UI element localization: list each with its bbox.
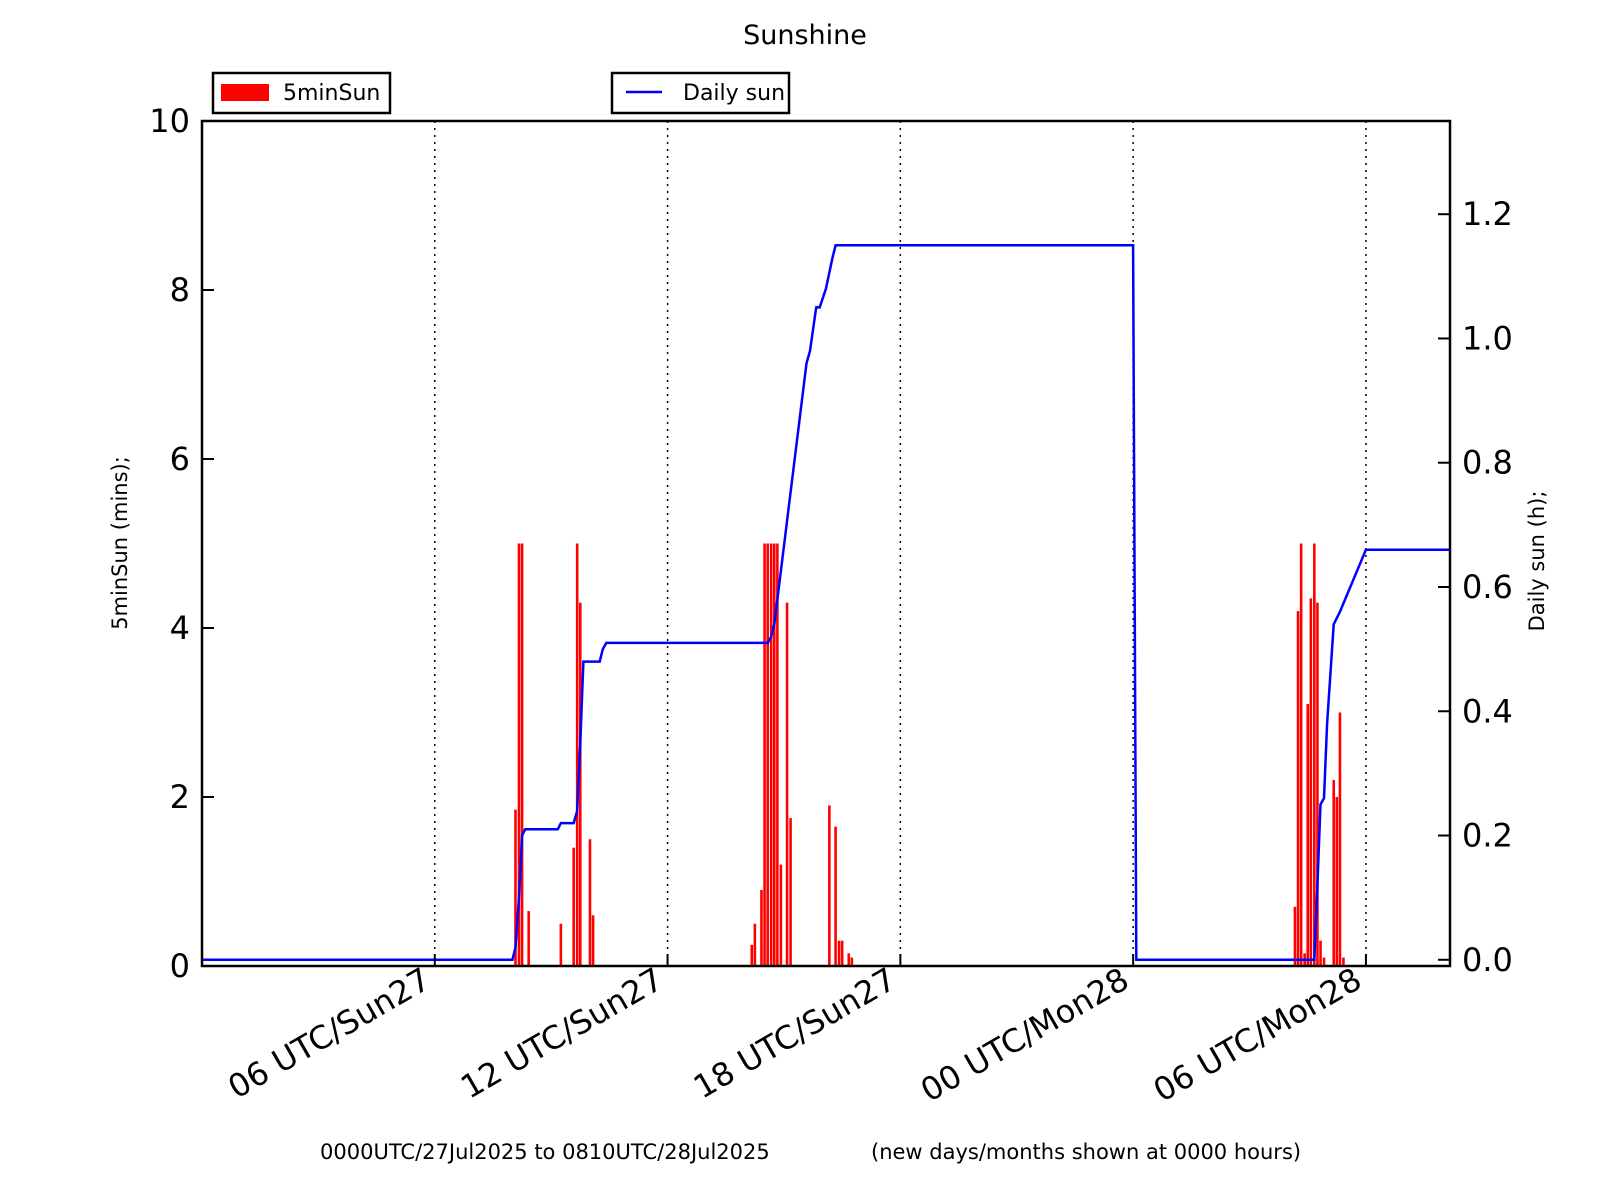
bar-5minsun-3 bbox=[527, 911, 530, 966]
bar-5minsun-8 bbox=[588, 839, 592, 966]
gridlines bbox=[434, 121, 1367, 966]
bar-5minsun-39 bbox=[1338, 712, 1342, 966]
bar-5minsun-38 bbox=[1335, 797, 1339, 966]
bar-5minsun-4 bbox=[559, 923, 563, 966]
bar-5minsun-21 bbox=[828, 805, 831, 966]
bar-5minsun-40 bbox=[1342, 957, 1345, 966]
left-tick-label-4: 8 bbox=[170, 271, 190, 309]
bar-5minsun-7 bbox=[578, 602, 582, 966]
right-tick-label-4: 0.8 bbox=[1462, 444, 1513, 482]
bar-5minsun-9 bbox=[591, 915, 595, 966]
left-tick-label-0: 0 bbox=[170, 947, 190, 985]
line-daily-sun bbox=[202, 244, 1450, 962]
legend-5minsun-label: 5minSun bbox=[283, 81, 380, 106]
x-tick-label-1: 12 UTC/Sun27 bbox=[454, 960, 669, 1106]
bar-5minsun-2 bbox=[520, 543, 524, 966]
right-tick-label-2: 0.4 bbox=[1462, 692, 1513, 730]
bar-5minsun-29 bbox=[1299, 543, 1303, 966]
right-axis-label: Daily sun (h); bbox=[1525, 491, 1549, 632]
x-tick-label-0: 06 UTC/Sun27 bbox=[221, 960, 436, 1106]
right-tick-label-5: 1.0 bbox=[1462, 319, 1513, 357]
line-daily-sun-path bbox=[202, 244, 1450, 962]
legend-5minsun: 5minSun bbox=[211, 71, 392, 115]
bar-5minsun-28 bbox=[1296, 611, 1300, 966]
bar-5minsun-25 bbox=[847, 953, 851, 966]
bar-5minsun-36 bbox=[1322, 957, 1326, 966]
bar-5minsun-35 bbox=[1319, 940, 1322, 966]
bar-5minsun-13 bbox=[763, 543, 766, 966]
x-tick-label-3: 00 UTC/Mon28 bbox=[914, 960, 1135, 1110]
left-axis-label: 5minSun (mins); bbox=[108, 456, 132, 630]
bar-5minsun-6 bbox=[575, 543, 579, 966]
bar-5minsun-5 bbox=[572, 847, 575, 966]
bars-5minsun bbox=[514, 543, 1345, 966]
bar-5minsun-27 bbox=[1293, 906, 1297, 966]
footer-date-range: 0000UTC/27Jul2025 to 0810UTC/28Jul2025 bbox=[320, 1140, 770, 1164]
bar-5minsun-17 bbox=[776, 543, 779, 966]
left-tick-label-2: 4 bbox=[170, 609, 190, 647]
x-axis-ticks: 06 UTC/Sun27 12 UTC/Sun27 18 UTC/Sun27 00 U… bbox=[221, 954, 1368, 1110]
chart-title: Sunshine bbox=[743, 20, 867, 51]
right-tick-label-3: 0.6 bbox=[1462, 568, 1513, 606]
left-tick-label-3: 6 bbox=[170, 440, 190, 478]
bar-5minsun-33 bbox=[1313, 543, 1316, 966]
bar-5minsun-23 bbox=[837, 940, 841, 966]
bar-5minsun-16 bbox=[772, 543, 776, 966]
bar-5minsun-22 bbox=[834, 826, 837, 966]
left-tick-label-1: 2 bbox=[170, 778, 190, 816]
bar-5minsun-37 bbox=[1332, 780, 1336, 966]
bar-5minsun-18 bbox=[779, 864, 783, 966]
right-tick-label-0: 0.0 bbox=[1462, 941, 1513, 979]
legend-5minsun-swatch bbox=[221, 84, 269, 101]
bar-5minsun-14 bbox=[766, 543, 769, 966]
right-axis-ticks: 0.0 0.2 0.4 0.6 0.8 1.0 1.2 bbox=[1438, 195, 1513, 979]
bar-5minsun-15 bbox=[769, 543, 773, 966]
bar-5minsun-20 bbox=[789, 818, 792, 966]
bar-5minsun-32 bbox=[1309, 598, 1313, 966]
bar-5minsun-11 bbox=[753, 923, 757, 966]
bar-5minsun-1 bbox=[517, 543, 521, 966]
bar-5minsun-0 bbox=[514, 809, 517, 966]
bar-5minsun-31 bbox=[1306, 704, 1310, 966]
bar-5minsun-12 bbox=[760, 889, 763, 966]
left-axis-ticks: 0 2 4 6 8 10 bbox=[149, 102, 214, 985]
right-tick-label-6: 1.2 bbox=[1462, 195, 1513, 233]
bar-5minsun-24 bbox=[840, 940, 844, 966]
bar-5minsun-10 bbox=[750, 944, 754, 966]
bar-5minsun-19 bbox=[785, 602, 789, 966]
legend-daily-sun: Daily sun bbox=[610, 71, 791, 115]
bar-5minsun-26 bbox=[850, 957, 854, 966]
bar-5minsun-34 bbox=[1316, 602, 1319, 966]
footer-note: (new days/months shown at 0000 hours) bbox=[871, 1140, 1301, 1164]
legend-daily-sun-label: Daily sun bbox=[683, 81, 785, 106]
x-tick-label-2: 18 UTC/Sun27 bbox=[687, 960, 902, 1106]
plot-frame bbox=[200, 119, 1452, 968]
x-tick-label-4: 06 UTC/Mon28 bbox=[1147, 960, 1368, 1110]
right-tick-label-1: 0.2 bbox=[1462, 817, 1513, 855]
left-tick-label-5: 10 bbox=[149, 102, 190, 140]
